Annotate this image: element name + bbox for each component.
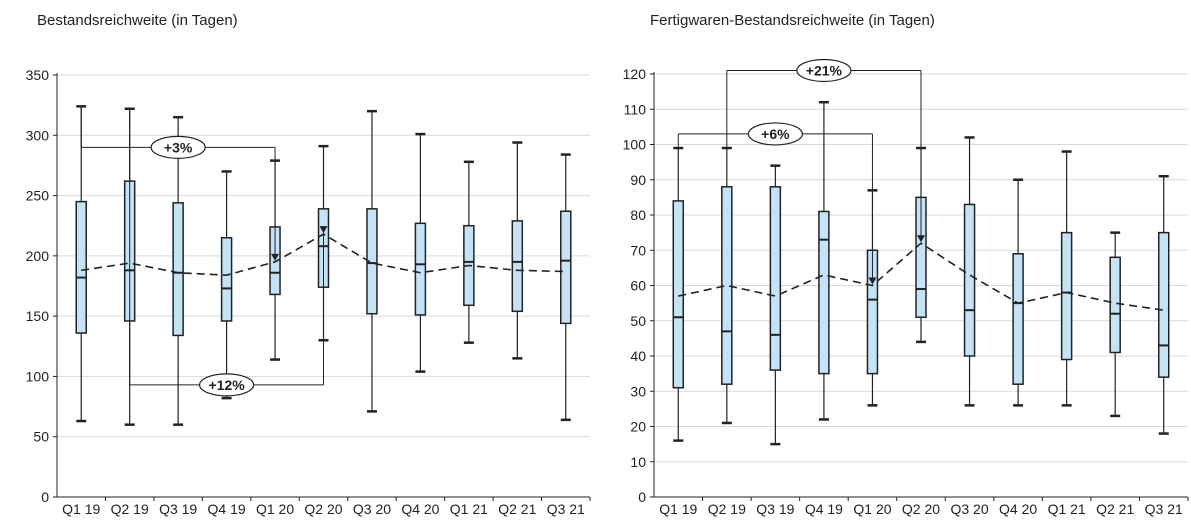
box [414,222,427,316]
boxplot-chart: 0 50 100 150 200 250 300 350 Q1 19 Q2 19 Q3 19 Q4 1… [26,67,591,517]
y-tick-label: 90 [630,172,646,188]
y-tick-label: 80 [630,207,646,223]
x-tick-label: Q4 20 [999,501,1037,517]
chart-panel-finished-goods-range: Fertigwaren-Bestandsreichweite (in Tagen… [600,0,1191,520]
y-tick-label: 200 [26,248,50,264]
x-tick-label: Q3 19 [756,501,794,517]
box [818,210,830,375]
y-tick-label: 300 [26,127,50,143]
annotation-bubble [150,135,206,159]
box [1060,231,1073,361]
y-tick-label: 40 [630,348,646,364]
y-tick-label: 350 [26,67,50,83]
arrow-head [319,226,328,234]
box [1012,253,1024,385]
arrow-head [868,277,877,285]
x-tick-label: Q1 19 [62,501,100,517]
y-tick-label: 50 [630,313,646,329]
chart-title: Bestandsreichweite (in Tagen) [37,12,238,29]
x-tick-label: Q3 20 [353,501,391,517]
boxplot-chart: 0 10 20 30 40 50 60 70 80 90 100 110 120 Q1 19 Q2 19 Q3… [623,58,1189,517]
annotation-label: +12% [208,377,245,393]
chart-title: Fertigwaren-Bestandsreichweite (in Tagen… [650,12,935,29]
box [1157,231,1170,378]
y-tick-label: 0 [638,489,646,505]
box [511,220,524,313]
y-tick-label: 120 [623,66,647,82]
box [75,200,87,334]
x-tick-label: Q2 19 [111,501,149,517]
y-tick-label: 50 [33,429,49,445]
x-tick-label: Q3 21 [1145,501,1183,517]
x-tick-label: Q2 21 [1096,501,1134,517]
y-tick-label: 70 [630,242,646,258]
box [721,186,733,385]
annotation-label: +6% [761,126,790,142]
annotation-label: +21% [806,62,843,78]
box [672,200,685,389]
y-tick-label: 100 [623,137,647,153]
x-tick-label: Q1 20 [256,501,294,517]
box [963,203,976,357]
y-tick-label: 0 [41,489,49,505]
x-tick-label: Q2 20 [304,501,342,517]
annotation-bubble [796,58,852,83]
arrow-head [917,235,925,243]
y-tick-label: 20 [630,419,646,435]
annotation-bubble [198,373,255,397]
annotation-bubble [747,122,803,146]
x-tick-label: Q4 19 [805,501,843,517]
box [220,237,233,322]
mean-dashed-line [678,242,1164,311]
y-tick-label: 100 [26,368,50,384]
y-tick-label: 60 [630,278,646,294]
x-tick-label: Q4 19 [208,501,246,517]
x-tick-label: Q2 20 [902,501,940,517]
y-tick-label: 250 [26,188,50,204]
box [1109,256,1121,354]
x-tick-label: Q2 19 [708,501,746,517]
box [366,208,378,315]
y-tick-label: 10 [630,454,646,470]
x-tick-label: Q4 20 [401,501,439,517]
y-tick-label: 110 [624,101,647,117]
box [769,186,782,371]
chart-panel-inventory-range: Bestandsreichweite (in Tagen) 0 50 100 150 2… [0,0,591,520]
x-tick-label: Q3 19 [159,501,197,517]
annotation-label: +3% [164,139,193,155]
x-tick-label: Q1 21 [1048,501,1086,517]
y-tick-label: 150 [26,308,50,324]
box [172,202,184,337]
x-tick-label: Q1 21 [450,501,488,517]
x-tick-label: Q3 21 [547,501,585,517]
x-tick-label: Q1 20 [853,501,891,517]
x-tick-label: Q1 19 [659,501,697,517]
arrow-head [271,253,280,261]
x-tick-label: Q3 20 [950,501,988,517]
x-tick-label: Q2 21 [498,501,536,517]
box [560,210,572,325]
y-tick-label: 30 [630,383,646,399]
